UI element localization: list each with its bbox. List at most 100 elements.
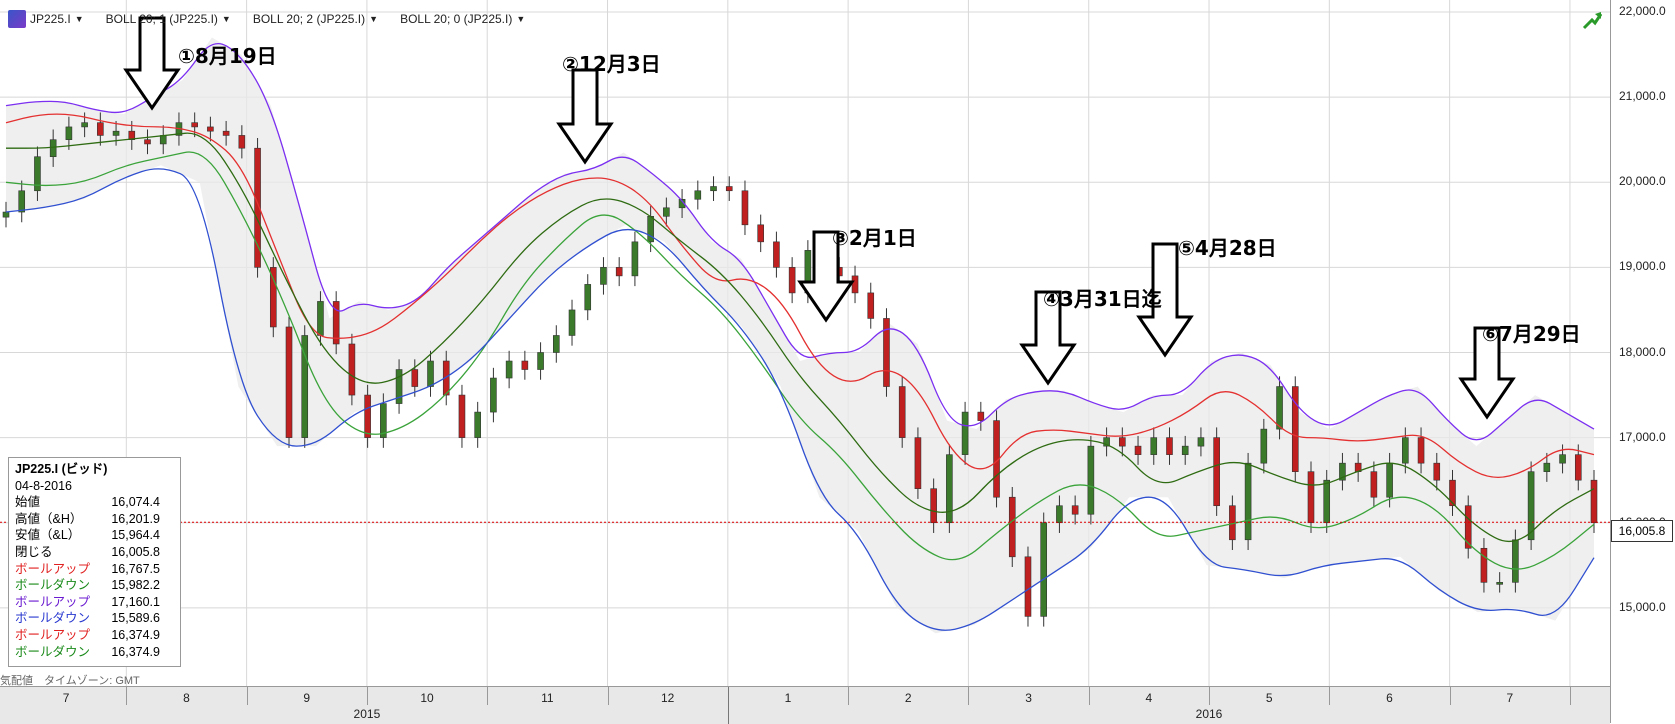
candle-body	[222, 130, 230, 136]
candle-body	[694, 190, 702, 200]
chart-plot-area[interactable]	[0, 0, 1610, 686]
candle-body	[1056, 505, 1063, 524]
month-separator	[848, 687, 850, 705]
candle-body	[1402, 437, 1409, 464]
data-window-row-label: ボールアップ	[15, 594, 91, 609]
symbol-label: JP225.I	[30, 12, 71, 26]
price-tick-label: 15,000.0	[1619, 599, 1666, 614]
data-window-row: ボールダウン 15,589.6	[15, 610, 174, 627]
candle-body	[898, 386, 906, 438]
candle-body	[97, 122, 104, 136]
upper1-line	[5, 113, 1595, 478]
data-window-row: ボールダウン 16,374.9	[15, 644, 174, 661]
timezone-note: 気配値 タイムゾーン: GMT	[0, 675, 140, 687]
candle-body	[1181, 445, 1189, 455]
candle-body	[757, 224, 764, 243]
candle-body	[49, 139, 57, 158]
candle-body	[977, 411, 985, 421]
symbol-selector[interactable]: JP225.I ▼	[8, 10, 84, 28]
data-window-row: ボールアップ 16,767.5	[15, 561, 174, 578]
data-window-row-value: 17,160.1	[111, 594, 160, 609]
data-window-row-label: 閉じる	[15, 544, 53, 559]
month-separator	[246, 687, 248, 705]
time-axis[interactable]: 7891011121234567820152016	[0, 686, 1633, 724]
candle-body	[1323, 479, 1331, 524]
data-window-row-label: 高値（&H）	[15, 511, 83, 526]
candle-body	[631, 241, 639, 277]
month-separator	[1569, 687, 1571, 705]
candle-body	[144, 139, 151, 145]
data-window-row-label: ボールダウン	[15, 611, 91, 626]
candle-body	[301, 335, 309, 438]
candle-body	[254, 147, 261, 268]
candle-body	[1480, 547, 1488, 583]
month-separator	[1449, 687, 1451, 705]
candle-body	[1244, 462, 1252, 541]
candle-body	[1008, 496, 1016, 558]
annotation-arrow-icon	[797, 230, 855, 323]
candle-body	[238, 135, 246, 149]
candle-body	[348, 343, 356, 396]
candle-body	[1574, 454, 1582, 481]
candle-body	[364, 394, 371, 438]
indicator-boll-0[interactable]: BOLL 20; 0 (JP225.I) ▼	[400, 12, 525, 26]
price-tick-label: 20,000.0	[1619, 174, 1666, 189]
data-window-row-label: ボールダウン	[15, 578, 91, 593]
candle-body	[1213, 437, 1220, 507]
data-window-row-value: 16,201.9	[111, 511, 160, 526]
candle-body	[332, 301, 340, 345]
month-tick-label: 5	[1265, 691, 1273, 705]
month-tick-label: 3	[1025, 691, 1032, 705]
price-axis[interactable]: 15,000.016,000.017,000.018,000.019,000.0…	[1610, 0, 1675, 723]
data-window-row: ボールダウン 15,982.2	[15, 577, 174, 594]
indicator-boll-1[interactable]: BOLL 20; 1 (JP225.I) ▼	[106, 12, 231, 26]
month-tick-label: 9	[303, 691, 311, 705]
data-window-row-label: ボールダウン	[15, 644, 91, 659]
data-window-row-value: 15,982.2	[111, 578, 160, 593]
candle-body	[1119, 437, 1126, 447]
candle-body	[380, 403, 387, 438]
candle-body	[568, 309, 576, 336]
candle-body	[1307, 471, 1315, 524]
annotation-arrow-icon	[123, 16, 181, 111]
data-window-row: 安値（&L） 15,964.4	[15, 527, 174, 544]
candle-body	[600, 267, 607, 285]
annotation-1: ①8月19日	[178, 44, 277, 68]
month-tick-label: 12	[660, 691, 675, 705]
dropdown-caret-icon: ▼	[516, 14, 526, 24]
month-tick-label: 1	[784, 691, 792, 705]
indicator-boll-2[interactable]: BOLL 20; 2 (JP225.I) ▼	[253, 12, 378, 26]
candle-body	[914, 437, 922, 490]
bollinger-chart[interactable]	[0, 0, 1610, 686]
month-separator	[126, 687, 128, 705]
candle-body	[1166, 437, 1173, 455]
candle-body	[207, 126, 214, 132]
annotation-arrow-icon	[1019, 290, 1077, 386]
candle-body	[1512, 539, 1519, 583]
data-window-date: 04-8-2016	[15, 478, 72, 493]
candle-body	[1276, 386, 1283, 430]
month-separator	[607, 687, 609, 705]
candle-body	[741, 190, 749, 226]
chart-header: JP225.I ▼ BOLL 20; 1 (JP225.I) ▼ BOLL 20…	[8, 10, 525, 28]
month-tick-label: 4	[1145, 691, 1153, 705]
month-separator	[1088, 687, 1090, 705]
dropdown-caret-icon: ▼	[221, 14, 231, 24]
month-tick-label: 10	[420, 691, 434, 705]
data-window-row: 始値 16,074.4	[15, 494, 174, 511]
candle-body	[961, 411, 969, 455]
trend-up-icon[interactable]	[1582, 10, 1602, 30]
candle-body	[474, 411, 481, 438]
candle-body	[395, 369, 403, 404]
data-window-row-value: 16,074.4	[111, 495, 160, 510]
year-separator	[727, 687, 729, 724]
dropdown-caret-icon: ▼	[369, 14, 379, 24]
candle-body	[663, 207, 670, 217]
candle-body	[128, 130, 136, 140]
data-window-row-value: 16,005.8	[111, 544, 160, 559]
data-window-title: JP225.I (ビッド)	[15, 462, 108, 476]
candle-body	[710, 186, 717, 192]
instrument-logo-icon	[8, 10, 26, 28]
annotation-arrow-icon	[1136, 242, 1194, 358]
candle-body	[1449, 479, 1456, 507]
